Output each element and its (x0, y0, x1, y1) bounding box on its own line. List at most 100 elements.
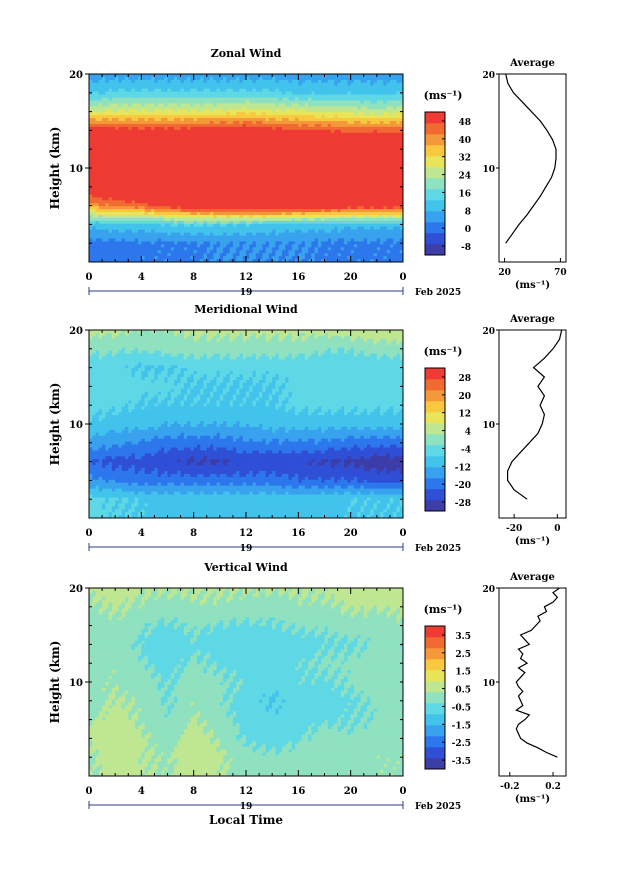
heatmap-cell (338, 147, 342, 150)
heatmap-cell (230, 100, 234, 103)
heatmap-cell (145, 145, 149, 148)
heatmap-cell (99, 77, 103, 80)
heatmap-cell (154, 77, 158, 80)
heatmap-cell (184, 142, 188, 145)
heatmap-cell (393, 98, 397, 101)
heatmap-cell (187, 150, 191, 153)
heatmap-cell (266, 133, 270, 136)
heatmap-cell (200, 95, 204, 98)
heatmap-cell (102, 174, 106, 177)
heatmap-cell (158, 118, 162, 121)
heatmap-cell (390, 136, 394, 139)
heatmap-cell (282, 153, 286, 156)
heatmap-cell (387, 80, 391, 83)
heatmap-cell (253, 100, 257, 103)
heatmap-cell (223, 150, 227, 153)
heatmap-cell (161, 162, 165, 165)
heatmap-cell (190, 98, 194, 101)
heatmap-cell (334, 86, 338, 89)
heatmap-cell (249, 174, 253, 177)
heatmap-cell (269, 121, 273, 124)
heatmap-cell (158, 98, 162, 101)
heatmap-cell (321, 130, 325, 133)
heatmap-cell (272, 95, 276, 98)
heatmap-cell (184, 95, 188, 98)
heatmap-cell (115, 89, 119, 92)
heatmap-cell (377, 130, 381, 133)
heatmap-cell (128, 124, 132, 127)
heatmap-cell (207, 136, 211, 139)
heatmap-cell (125, 77, 129, 80)
heatmap-cell (112, 171, 116, 174)
heatmap-cell (122, 77, 126, 80)
heatmap-cell (109, 142, 113, 145)
heatmap-cell (364, 136, 368, 139)
heatmap-cell (246, 130, 250, 133)
panel-title: Zonal Wind (211, 47, 282, 60)
heatmap-cell (187, 115, 191, 118)
heatmap-cell (96, 139, 100, 142)
heatmap-cell (341, 136, 345, 139)
heatmap-cell (298, 98, 302, 101)
heatmap-cell (239, 89, 243, 92)
heatmap-cell (171, 130, 175, 133)
heatmap-cell (262, 165, 266, 168)
heatmap-cell (177, 136, 181, 139)
heatmap-cell (334, 145, 338, 148)
heatmap-cell (374, 168, 378, 171)
heatmap-cell (158, 145, 162, 148)
heatmap-cell (331, 136, 335, 139)
heatmap-cell (334, 136, 338, 139)
heatmap-cell (383, 115, 387, 118)
heatmap-cell (318, 86, 322, 89)
heatmap-cell (122, 98, 126, 101)
heatmap-cell (256, 130, 260, 133)
heatmap-cell (203, 139, 207, 142)
heatmap-cell (370, 86, 374, 89)
heatmap-cell (233, 115, 237, 118)
heatmap-cell (203, 136, 207, 139)
heatmap-cell (236, 80, 240, 83)
heatmap-cell (184, 74, 188, 77)
heatmap-cell (374, 118, 378, 121)
heatmap-cell (190, 95, 194, 98)
heatmap-cell (184, 80, 188, 83)
heatmap-cell (197, 86, 201, 89)
heatmap-cell (367, 121, 371, 124)
heatmap-cell (239, 165, 243, 168)
heatmap-cell (161, 150, 165, 153)
heatmap-cell (118, 118, 122, 121)
heatmap-cell (367, 162, 371, 165)
heatmap-cell (364, 95, 368, 98)
heatmap-cell (145, 153, 149, 156)
heatmap-cell (331, 139, 335, 142)
heatmap-cell (184, 121, 188, 124)
heatmap-cell (135, 118, 139, 121)
heatmap-cell (331, 118, 335, 121)
heatmap-cell (109, 159, 113, 162)
heatmap-cell (390, 92, 394, 95)
heatmap-cell (177, 80, 181, 83)
heatmap-cell (135, 171, 139, 174)
heatmap-cell (92, 92, 96, 95)
heatmap-cell (96, 109, 100, 112)
heatmap-cell (390, 121, 394, 124)
heatmap-cell (331, 156, 335, 159)
heatmap-cell (115, 133, 119, 136)
heatmap-cell (220, 89, 224, 92)
heatmap-cell (383, 89, 387, 92)
heatmap-cell (243, 130, 247, 133)
heatmap-cell (347, 147, 351, 150)
heatmap-cell (367, 159, 371, 162)
heatmap-cell (112, 147, 116, 150)
heatmap-cell (387, 92, 391, 95)
heatmap-cell (253, 165, 257, 168)
heatmap-cell (141, 142, 145, 145)
heatmap-cell (203, 147, 207, 150)
heatmap-cell (305, 74, 309, 77)
heatmap-cell (217, 139, 221, 142)
heatmap-cell (334, 98, 338, 101)
heatmap-cell (132, 165, 136, 168)
heatmap-cell (148, 130, 152, 133)
heatmap-cell (387, 136, 391, 139)
